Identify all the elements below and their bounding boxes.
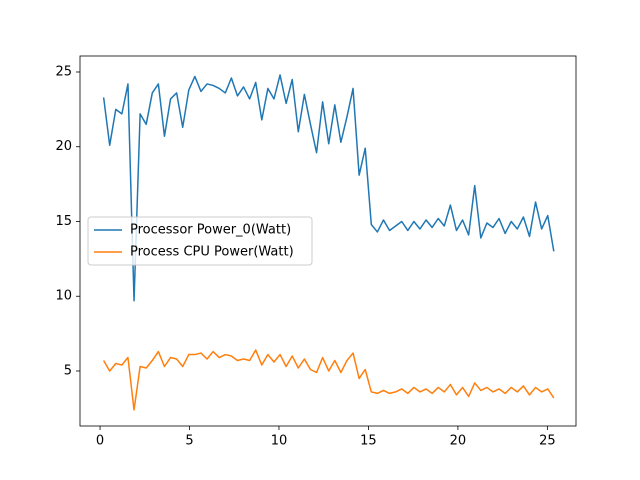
line <box>102 349 555 411</box>
plot-frame <box>79 55 577 427</box>
x-tick-label: 5 <box>185 434 193 449</box>
y-tick-label: 10 <box>55 289 72 304</box>
x-tick-label: 15 <box>360 434 377 449</box>
line <box>102 74 555 302</box>
x-tick-label: 10 <box>271 434 288 449</box>
y-tick-label: 20 <box>55 139 72 154</box>
legend-box <box>87 216 313 266</box>
y-tick-label: 15 <box>55 214 72 229</box>
x-tick-label: 0 <box>96 434 104 449</box>
y-tick-label: 25 <box>55 64 72 79</box>
legend-label: Process CPU Power(Watt) <box>130 245 294 260</box>
legend-label: Processor Power_0(Watt) <box>130 223 291 238</box>
y-tick-label: 5 <box>64 363 72 378</box>
x-tick-label: 20 <box>450 434 467 449</box>
x-tick-label: 25 <box>539 434 556 449</box>
